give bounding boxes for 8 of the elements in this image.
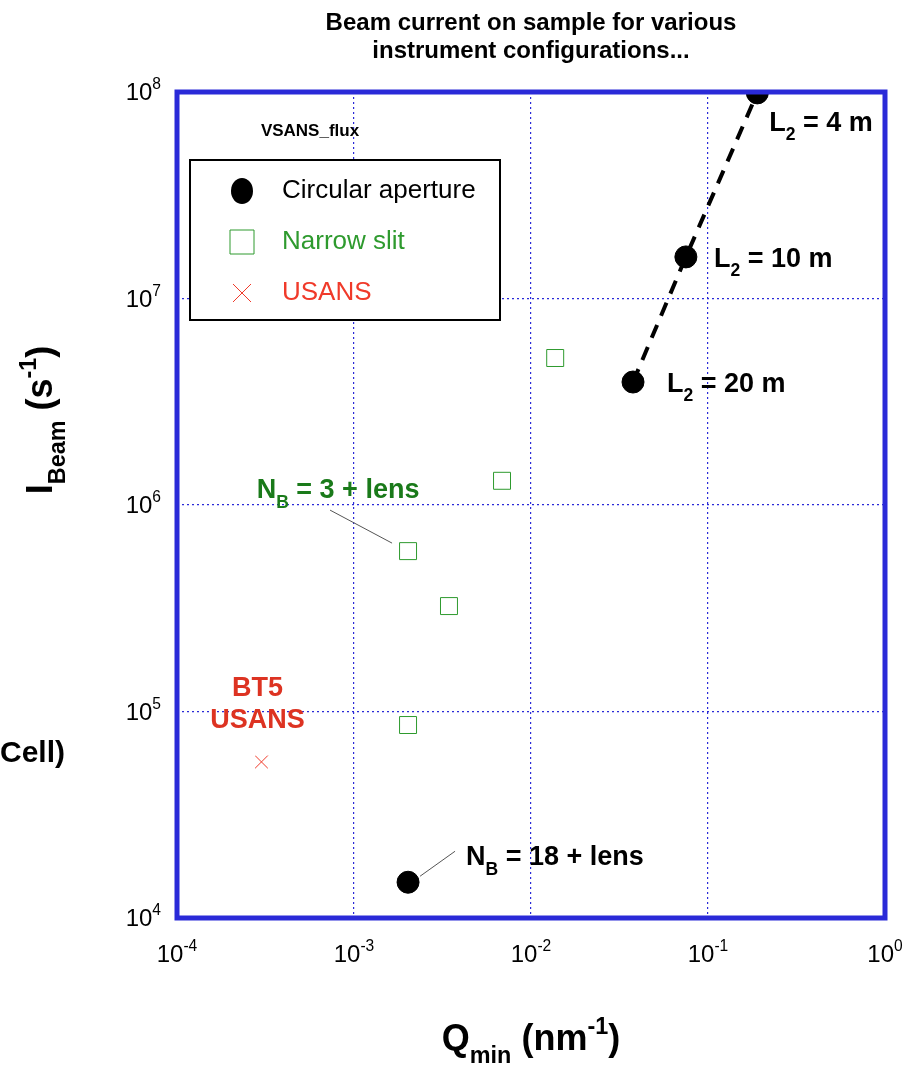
annotation: BT5 USANS (210, 671, 305, 734)
annotation: VSANS_flux (260, 121, 360, 140)
y-axis-title: IBeam (s-1) (14, 345, 70, 495)
legend-label: Circular aperture (282, 174, 476, 205)
text: Cell) (0, 735, 66, 768)
legend-label: Narrow slit (282, 225, 406, 256)
legend-label: USANS (282, 276, 372, 307)
chart-title: Beam current on sample for various instrument configurations... (325, 8, 737, 63)
